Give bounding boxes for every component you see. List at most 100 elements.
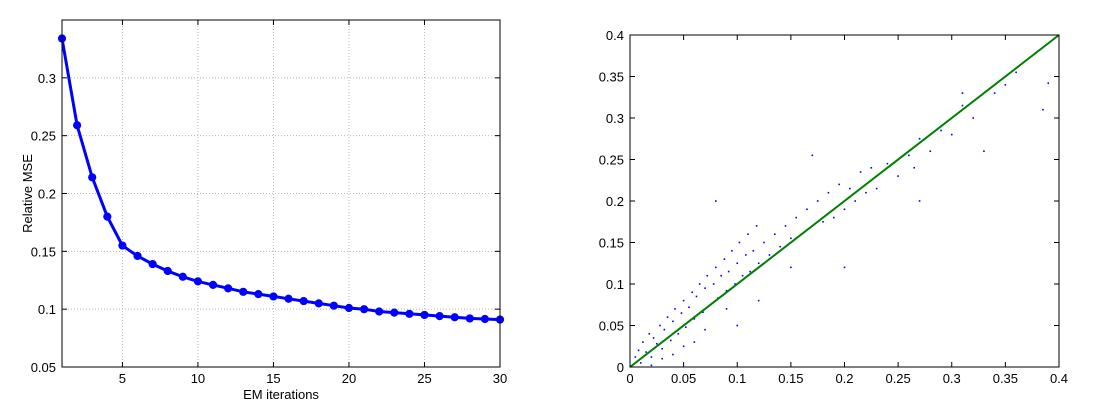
scatter-point (661, 357, 663, 360)
line-point (208, 280, 218, 289)
line-point (254, 290, 263, 299)
x-tick-label: 0.25 (885, 371, 910, 386)
scatter-point (747, 233, 749, 235)
line-point (193, 277, 203, 286)
scatter-point (908, 154, 910, 157)
scatter-point (870, 167, 873, 169)
x-tick-label: 30 (493, 371, 507, 386)
line-point (359, 305, 369, 314)
line-point (435, 312, 444, 321)
scatter-point (838, 183, 840, 186)
scatter-point (661, 347, 663, 350)
y-tick-label: 0.3 (38, 71, 56, 86)
scatter-point (704, 287, 706, 289)
scatter-point (972, 117, 974, 119)
scatter-point (693, 341, 696, 343)
line-point (420, 310, 429, 320)
scatter-point (795, 216, 798, 219)
scatter-point (859, 171, 862, 173)
line-point (178, 272, 187, 281)
scatter-point (1004, 84, 1007, 86)
scatter-point (940, 129, 942, 132)
scatter-point (704, 328, 706, 331)
scatter-point (843, 266, 846, 269)
scatter-point (642, 341, 644, 343)
y-tick-label: 0.25 (31, 129, 56, 144)
scatter-point (832, 216, 835, 219)
scatter-point (691, 291, 694, 294)
line-point (73, 121, 82, 130)
scatter-point (779, 245, 781, 248)
line-point (163, 266, 172, 276)
scatter-point (693, 318, 696, 320)
scatter-point (680, 312, 683, 314)
scatter-point (865, 191, 867, 194)
scatter-point (648, 333, 651, 335)
x-tick-label: 0.4 (1050, 371, 1068, 386)
scatter-point (698, 283, 701, 285)
y-tick-label: 0.3 (606, 111, 624, 126)
x-tick-label: 0.1 (728, 371, 746, 386)
y-tick-label: 0.25 (599, 153, 624, 168)
line-point (103, 212, 112, 221)
scatter-point (790, 266, 792, 269)
scatter-point (736, 324, 739, 327)
y-tick-label: 0 (617, 360, 624, 375)
scatter-chart: 0 0.05 0.1 0.15 0.2 0.25 0.3 0.35 0.4 0 0.05 0.1 0.1… (599, 28, 1068, 386)
scatter-point (749, 270, 751, 273)
scatter-point (961, 92, 964, 94)
scatter-point (993, 92, 996, 94)
line-point (284, 294, 293, 303)
scatter-point (849, 187, 851, 190)
y-tick-label: 0.05 (31, 360, 56, 375)
y-tick-label: 0.35 (599, 70, 624, 85)
scatter-point (659, 324, 661, 327)
scatter-point (854, 200, 857, 202)
line-point (118, 241, 127, 250)
scatter-point (918, 200, 921, 202)
y-tick-label: 0.4 (606, 28, 624, 43)
scatter-point (637, 349, 640, 352)
x-tick-label: 0.05 (671, 371, 696, 386)
left-grid (62, 20, 500, 367)
scatter-point (736, 262, 739, 265)
scatter-point (650, 356, 653, 358)
line-point (299, 296, 308, 306)
line-point (329, 301, 338, 310)
y-axis-label: Relative MSE (20, 154, 35, 233)
x-tick-label: 0.35 (993, 371, 1018, 386)
scatter-points (634, 71, 1050, 367)
line-point (269, 292, 278, 301)
scatter-point (961, 104, 964, 107)
scatter-point (918, 137, 921, 140)
line-point (390, 308, 399, 317)
x-tick-label: 25 (417, 371, 431, 386)
y-tick-label: 0.15 (31, 244, 56, 259)
scatter-point (913, 167, 916, 169)
x-tick-label: 0.3 (943, 371, 961, 386)
scatter-point (897, 175, 899, 177)
scatter-point (677, 333, 680, 335)
scatter-point (652, 337, 655, 339)
x-axis-label: EM iterations (243, 387, 319, 402)
y-tick-label: 0.2 (606, 194, 624, 209)
scatter-point (806, 208, 808, 211)
relative-mse-chart: 5 10 15 20 25 30 0.05 0.1 0.15 0.2 0.25 0.3 EM iter… (20, 19, 507, 402)
x-tick-label: 5 (119, 371, 126, 386)
line-point (148, 259, 157, 269)
scatter-point (745, 254, 747, 256)
scatter-point (639, 362, 642, 364)
scatter-point (656, 342, 658, 345)
scatter-point (715, 266, 717, 269)
scatter-point (702, 311, 704, 314)
scatter-point (875, 187, 878, 190)
line-point (480, 314, 489, 324)
y-tick-label: 0.15 (599, 236, 624, 251)
scatter-point (725, 308, 728, 310)
scatter-point (816, 200, 819, 202)
scatter-point (731, 250, 733, 252)
scatter-point (706, 274, 709, 277)
relative-mse-line (60, 38, 501, 322)
line-point (375, 307, 384, 316)
